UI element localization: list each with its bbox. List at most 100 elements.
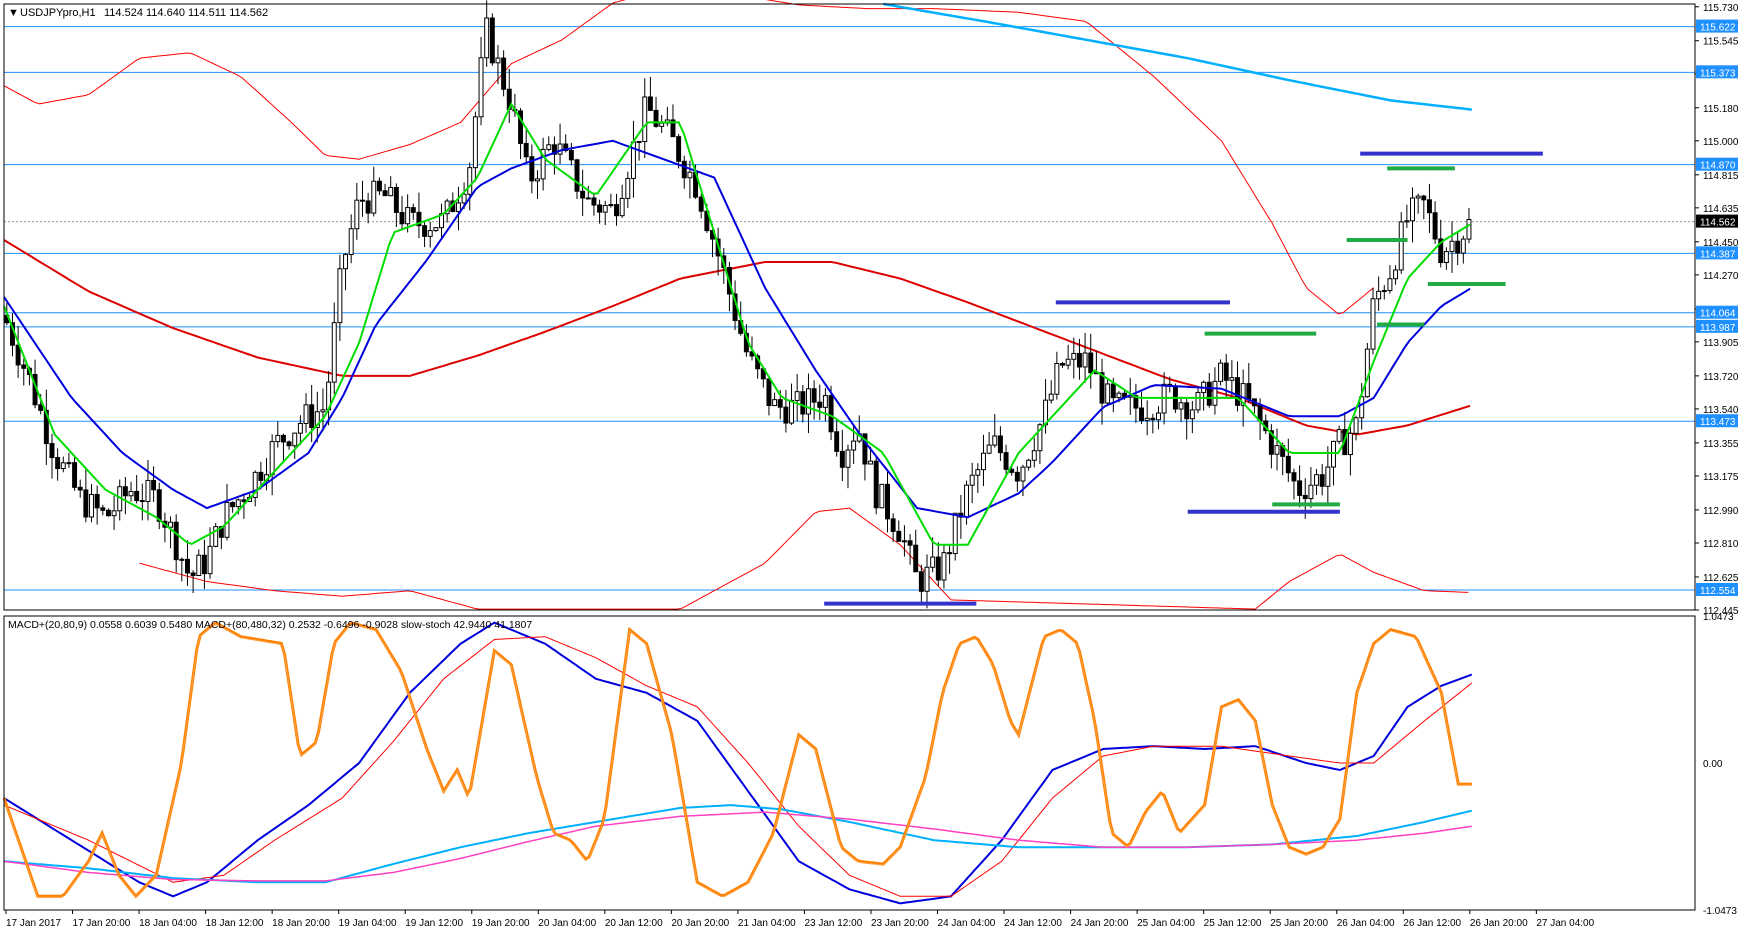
candle-body [1460,238,1466,254]
price-pane[interactable] [3,0,1695,610]
candle-body [868,460,874,465]
candle-body [241,499,247,502]
candle-body [1466,219,1472,240]
time-tick-label: 27 Jan 04:00 [1536,918,1594,929]
candle-body [885,483,890,520]
candle-body [659,122,665,127]
candle-body [1370,298,1376,350]
candle-body [608,204,614,207]
candle-body [1082,352,1088,368]
candle-body [1150,417,1156,421]
envelope-upper-line [3,0,1375,315]
candle-body [280,434,286,443]
candle-body [1314,474,1320,486]
time-tick-label: 25 Jan 20:00 [1270,918,1328,929]
macd-slow-signal-line [3,811,1472,882]
candle-body [495,57,501,64]
candle-body [1347,432,1353,456]
candle-body [100,507,106,511]
time-tick-label: 19 Jan 04:00 [339,918,397,929]
candle-body [15,344,21,366]
candle-body [1449,240,1455,253]
candle-body [1325,466,1331,487]
candle-body [834,431,840,452]
price-tick-label: 114.815 [1703,171,1739,182]
candle-body [89,493,94,518]
candle-body [145,479,151,502]
candle-body [1218,362,1224,382]
candle-body [478,57,484,118]
candle-body [1071,352,1077,360]
candle-body [783,406,789,424]
candle-body [190,572,196,577]
level-label: 113.987 [1700,323,1736,334]
price-tick-label: 113.175 [1703,472,1739,483]
time-tick-label: 20 Jan 20:00 [671,918,729,929]
candle-body [1336,429,1342,442]
candle-body [66,462,72,465]
axes: 115.730115.545115.365115.180115.000114.8… [3,3,1739,929]
candle-body [551,144,557,155]
candle-body [472,116,478,169]
candle-body [591,197,597,206]
candle-body [1240,383,1246,406]
candle-body [83,489,89,518]
symbol-dropdown-icon[interactable]: ▼ [8,7,19,19]
candle-body [992,435,998,446]
candle-body [918,571,924,592]
slow-stoch-line [2,621,1472,899]
candle-body [828,395,834,433]
candle-body [213,526,219,547]
level-label: 114.064 [1700,309,1736,320]
candle-body [360,199,365,202]
candle-body [371,180,377,214]
indicator-tick-label: -1.0473 [1703,906,1737,917]
candle-body [822,395,828,408]
candle-body [619,197,625,217]
time-tick-label: 25 Jan 12:00 [1204,918,1262,929]
candle-body [642,96,648,142]
candle-body [122,486,128,497]
candle-body [489,17,495,64]
time-tick-label: 24 Jan 12:00 [1004,918,1062,929]
candle-body [597,204,603,213]
candle-body [1037,424,1043,452]
candle-body [292,432,298,447]
candle-body [1003,452,1009,470]
macd-fast-line [3,621,1473,905]
candle-body [1133,395,1139,409]
level-label: 115.373 [1700,68,1736,79]
candle-body [1381,290,1387,293]
level-label-bg [1696,65,1738,79]
candle-body [427,230,433,237]
candle-body [529,156,535,182]
candle-body [1319,474,1325,487]
candle-body [1189,409,1195,420]
candle-body [252,471,258,498]
candle-body [647,96,653,111]
slow-stoch-signal-line [3,623,1472,899]
candle-body [320,409,326,413]
candle-body [1014,471,1020,482]
price-tick-label: 113.540 [1703,405,1739,416]
candle-body [43,409,49,445]
candle-body [1116,392,1122,399]
ma-cyan-line [883,2,1472,111]
candle-body [698,196,704,212]
time-tick-label: 20 Jan 12:00 [605,918,663,929]
candle-body [817,401,823,408]
candle-body [433,227,439,232]
candle-body [201,554,207,575]
candle-body [1031,450,1037,461]
indicator-pane[interactable] [2,621,1473,905]
candle-body [980,452,986,471]
candle-body [399,211,405,225]
candle-body [614,204,619,217]
price-tick-label: 113.720 [1703,372,1739,383]
time-tick-label: 26 Jan 20:00 [1470,918,1528,929]
candle-body [839,450,845,468]
candle-body [1438,238,1444,264]
candle-body [1410,197,1415,222]
